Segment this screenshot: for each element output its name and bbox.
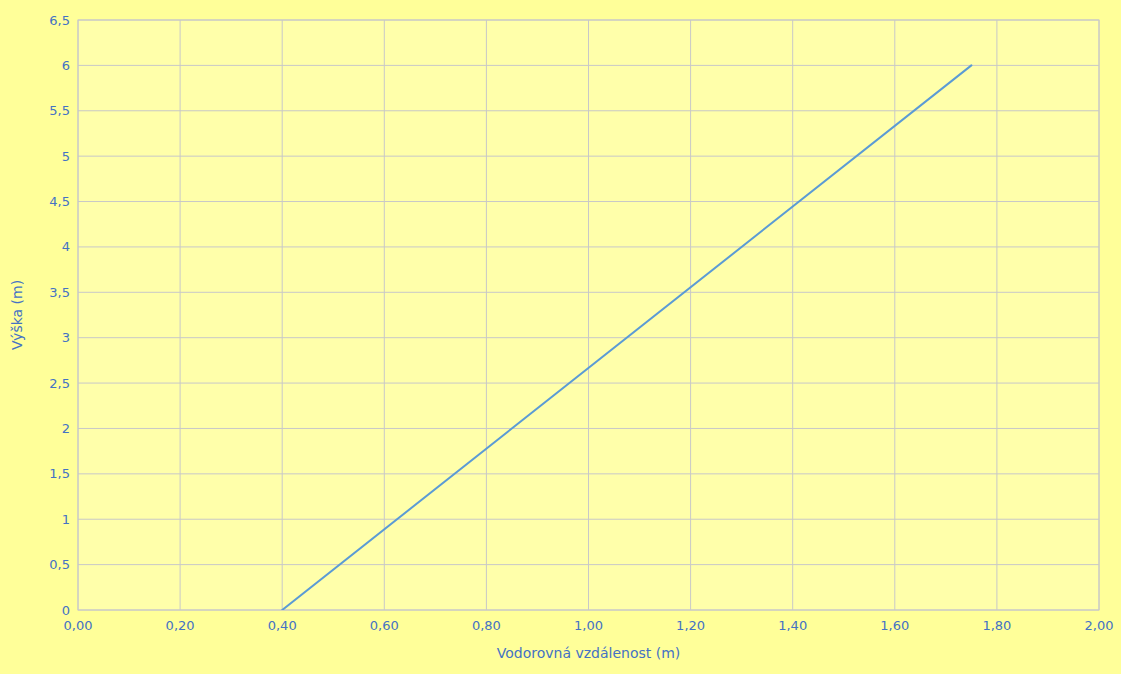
y-grid-line	[78, 246, 1099, 247]
x-grid-line	[690, 20, 691, 610]
x-grid-line	[588, 20, 589, 610]
y-tick-label: 3,5	[49, 285, 70, 300]
y-grid-line	[78, 428, 1099, 429]
y-grid-line	[78, 383, 1099, 384]
plot-area	[78, 20, 1099, 610]
x-tick-label: 0,40	[268, 618, 297, 633]
x-tick-label: 0,60	[370, 618, 399, 633]
tick-labels: 0,00 0,20 0,40 0,60 0,80 1,00 1,20 1,40 1,60 1,80…	[49, 13, 1113, 634]
x-grid-line	[792, 20, 793, 610]
x-axis-label: Vodorovná vzdálenost (m)	[497, 645, 681, 661]
x-tick-label: 1,80	[982, 618, 1011, 633]
y-tick-label: 6,5	[49, 13, 70, 28]
y-tick-label: 0,5	[49, 557, 70, 572]
x-grid-line	[282, 20, 283, 610]
data-line	[282, 65, 971, 610]
x-grid-line	[996, 20, 997, 610]
y-grid-line	[78, 473, 1099, 474]
x-tick-label: 1,60	[880, 618, 909, 633]
y-grid-line	[78, 337, 1099, 338]
y-tick-label: 6	[62, 58, 70, 73]
x-tick-label: 1,00	[574, 618, 603, 633]
y-grid-line	[78, 564, 1099, 565]
x-grid-line	[384, 20, 385, 610]
y-axis-label: Výška (m)	[9, 280, 25, 350]
x-tick-label: 0,20	[166, 618, 195, 633]
y-grid-line	[78, 156, 1099, 157]
y-tick-label: 2	[62, 421, 70, 436]
y-grid-line	[78, 201, 1099, 202]
y-grid-line	[78, 65, 1099, 66]
x-tick-label: 0,80	[472, 618, 501, 633]
x-grid-line	[894, 20, 895, 610]
plot-frame	[78, 20, 1099, 610]
y-tick-label: 5	[62, 149, 70, 164]
y-tick-label: 1,5	[49, 466, 70, 481]
x-tick-label: 0,00	[64, 618, 93, 633]
y-tick-label: 0	[62, 603, 70, 618]
y-tick-label: 4,5	[49, 194, 70, 209]
y-grid-line	[78, 110, 1099, 111]
data-layer	[282, 65, 971, 610]
y-tick-label: 2,5	[49, 376, 70, 391]
grid	[78, 20, 1099, 610]
y-tick-label: 3	[62, 330, 70, 345]
y-tick-label: 1	[62, 512, 70, 527]
chart: 0,00 0,20 0,40 0,60 0,80 1,00 1,20 1,40 1,60 1,80…	[0, 0, 1121, 674]
x-grid-line	[180, 20, 181, 610]
x-tick-label: 2,00	[1085, 618, 1114, 633]
y-tick-label: 4	[62, 239, 70, 254]
x-tick-label: 1,40	[778, 618, 807, 633]
y-grid-line	[78, 519, 1099, 520]
y-grid-line	[78, 292, 1099, 293]
x-tick-label: 1,20	[676, 618, 705, 633]
y-tick-label: 5,5	[49, 103, 70, 118]
chart-container: 0,00 0,20 0,40 0,60 0,80 1,00 1,20 1,40 1,60 1,80…	[0, 0, 1121, 674]
x-grid-line	[486, 20, 487, 610]
